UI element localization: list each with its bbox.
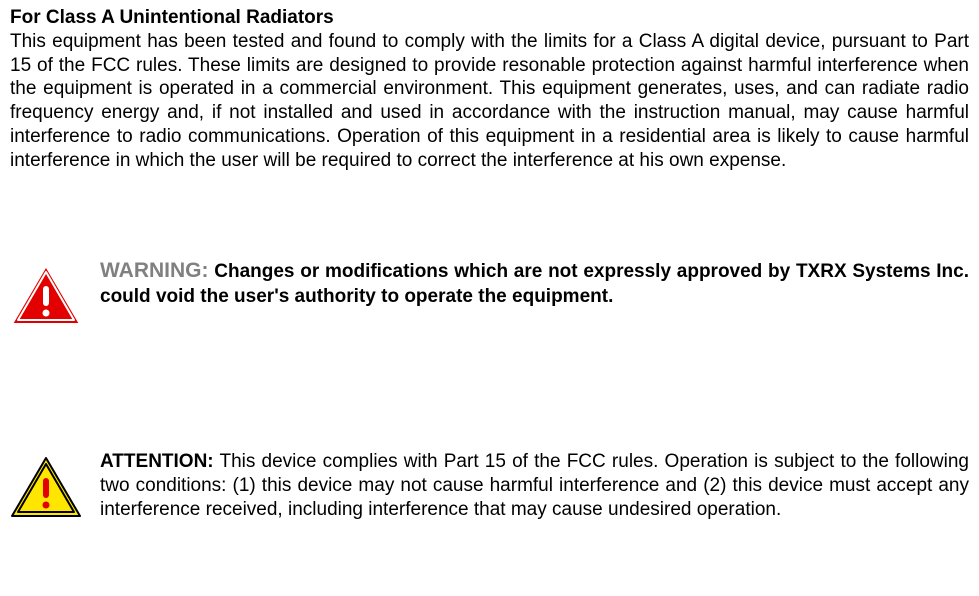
intro-paragraph: This equipment has been tested and found…	[10, 30, 969, 173]
warning-icon	[10, 258, 82, 328]
warning-label: WARNING:	[100, 259, 209, 282]
attention-notice: ATTENTION: This device complies with Par…	[10, 450, 969, 521]
warning-text: WARNING: Changes or modifications which …	[100, 258, 969, 308]
attention-label: ATTENTION:	[100, 451, 214, 472]
page-content: For Class A Unintentional Radiators This…	[10, 6, 969, 522]
attention-icon	[10, 450, 82, 520]
attention-text: ATTENTION: This device complies with Par…	[100, 450, 969, 521]
attention-body: This device complies with Part 15 of the…	[100, 451, 969, 520]
warning-notice: WARNING: Changes or modifications which …	[10, 258, 969, 328]
warning-body: Changes or modifications which are not e…	[100, 261, 969, 306]
section-heading: For Class A Unintentional Radiators	[10, 6, 969, 30]
